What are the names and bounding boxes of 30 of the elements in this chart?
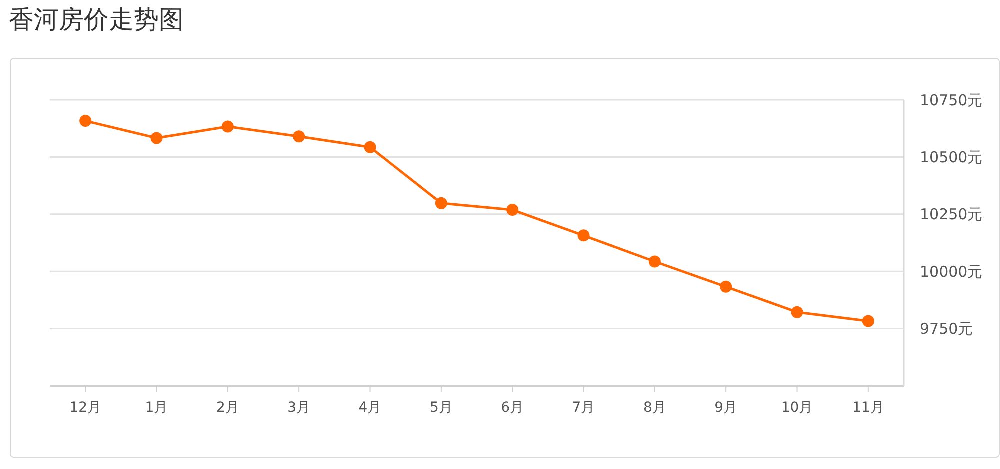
point <box>150 132 163 144</box>
x-tick-label: 10月 <box>781 400 814 416</box>
y-tick-label: 9750元 <box>920 320 974 338</box>
x-tick-label: 1月 <box>145 400 168 416</box>
point <box>435 197 448 210</box>
y-tick-label: 10250元 <box>920 206 983 224</box>
point <box>364 141 376 154</box>
point <box>791 306 804 318</box>
point <box>648 256 661 268</box>
x-tick-label: 9月 <box>714 400 738 416</box>
point <box>80 115 92 128</box>
point <box>862 315 874 328</box>
point <box>506 204 519 216</box>
y-tick-label: 10500元 <box>920 148 983 167</box>
point <box>222 120 234 133</box>
x-tick-label: 2月 <box>216 400 240 416</box>
x-tick-label: 12月 <box>70 400 102 416</box>
y-tick-label: 10750元 <box>920 91 983 110</box>
x-tick-label: 5月 <box>430 400 453 416</box>
chart-title: 香河房价走势图 <box>9 4 184 36</box>
x-tick-label: 3月 <box>288 400 311 416</box>
point <box>293 130 306 143</box>
x-tick-label: 7月 <box>572 400 596 416</box>
x-tick-label: 6月 <box>501 400 524 416</box>
y-tick-label: 10000元 <box>920 262 983 281</box>
x-tick-label: 4月 <box>358 400 382 416</box>
point <box>578 230 590 242</box>
x-tick-label: 11月 <box>852 400 884 416</box>
x-tick-label: 8月 <box>643 400 666 416</box>
point <box>720 280 732 293</box>
